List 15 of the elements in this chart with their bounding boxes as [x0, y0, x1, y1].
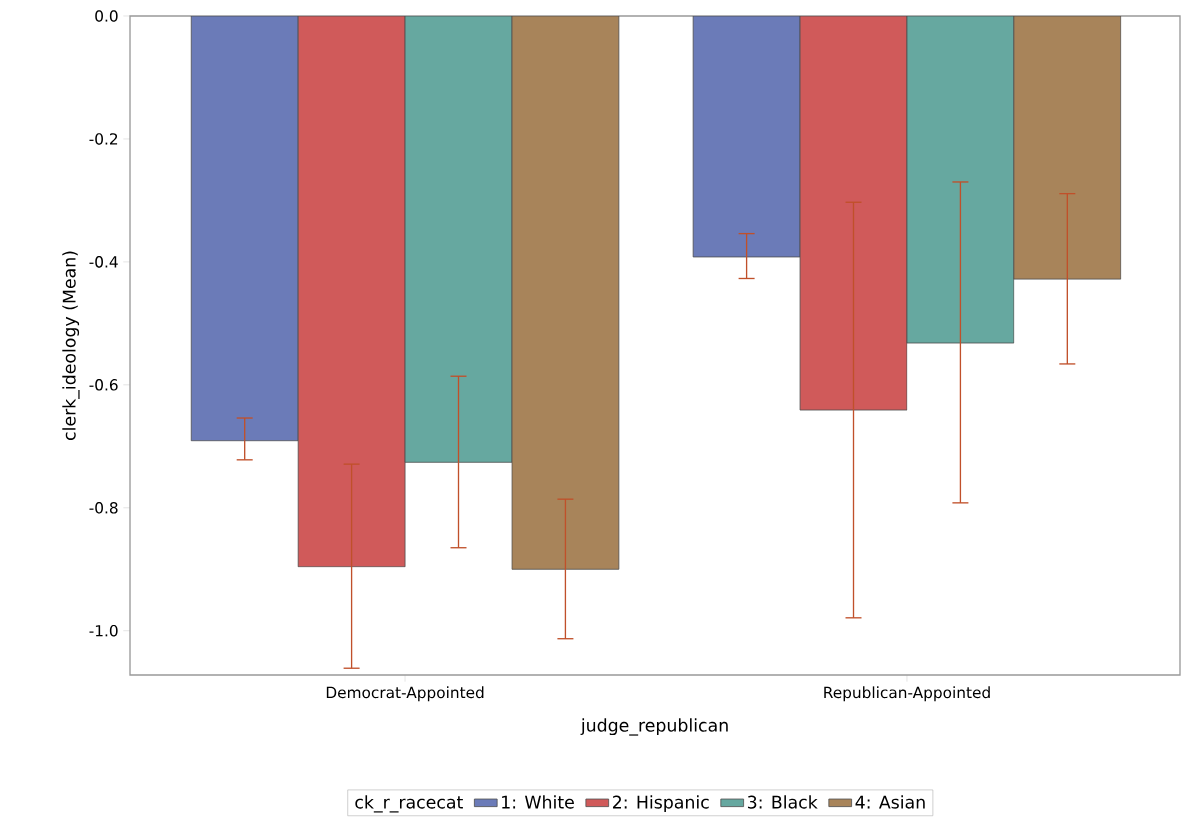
y-tick-label: -0.4	[89, 256, 118, 268]
y-tick-label: -1.0	[89, 624, 118, 637]
y-tick-label: 0.0	[95, 10, 118, 22]
legend-label: 1: White	[502, 795, 574, 809]
x-tick-label: Republican-Appointed	[824, 686, 990, 702]
legend-title: ck_r_racecat	[355, 795, 463, 813]
y-tick-label: -0.2	[89, 133, 118, 145]
y-axis-title: clerk_ideology (Mean)	[62, 251, 80, 440]
legend-label: 3: Black	[747, 795, 818, 809]
y-tick-label: -0.8	[89, 501, 118, 514]
legend-label: 2: Hispanic	[612, 795, 709, 813]
legend-label: 4: Asian	[855, 795, 925, 809]
y-tick-label: -0.6	[89, 379, 118, 391]
x-axis-title: judge_republican	[580, 718, 728, 736]
x-tick-label: Democrat-Appointed	[326, 686, 484, 702]
